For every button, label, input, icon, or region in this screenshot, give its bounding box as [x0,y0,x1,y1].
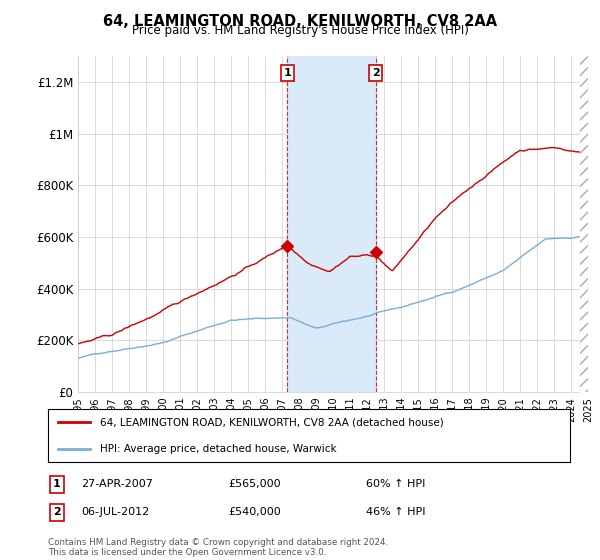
Text: 06-JUL-2012: 06-JUL-2012 [81,507,149,517]
Bar [287,56,376,392]
Text: Price paid vs. HM Land Registry's House Price Index (HPI): Price paid vs. HM Land Registry's House … [131,24,469,37]
Text: 1: 1 [284,68,292,78]
Bar [580,56,588,392]
Text: £540,000: £540,000 [228,507,281,517]
Text: 1: 1 [53,479,61,489]
Text: HPI: Average price, detached house, Warwick: HPI: Average price, detached house, Warw… [100,444,337,454]
Text: Contains HM Land Registry data © Crown copyright and database right 2024.
This d: Contains HM Land Registry data © Crown c… [48,538,388,557]
Text: 46% ↑ HPI: 46% ↑ HPI [366,507,425,517]
Text: 64, LEAMINGTON ROAD, KENILWORTH, CV8 2AA: 64, LEAMINGTON ROAD, KENILWORTH, CV8 2AA [103,14,497,29]
Text: 27-APR-2007: 27-APR-2007 [81,479,153,489]
Text: 60% ↑ HPI: 60% ↑ HPI [366,479,425,489]
Text: £565,000: £565,000 [228,479,281,489]
Text: 2: 2 [53,507,61,517]
Text: 64, LEAMINGTON ROAD, KENILWORTH, CV8 2AA (detached house): 64, LEAMINGTON ROAD, KENILWORTH, CV8 2AA… [100,417,444,427]
Text: 2: 2 [372,68,380,78]
